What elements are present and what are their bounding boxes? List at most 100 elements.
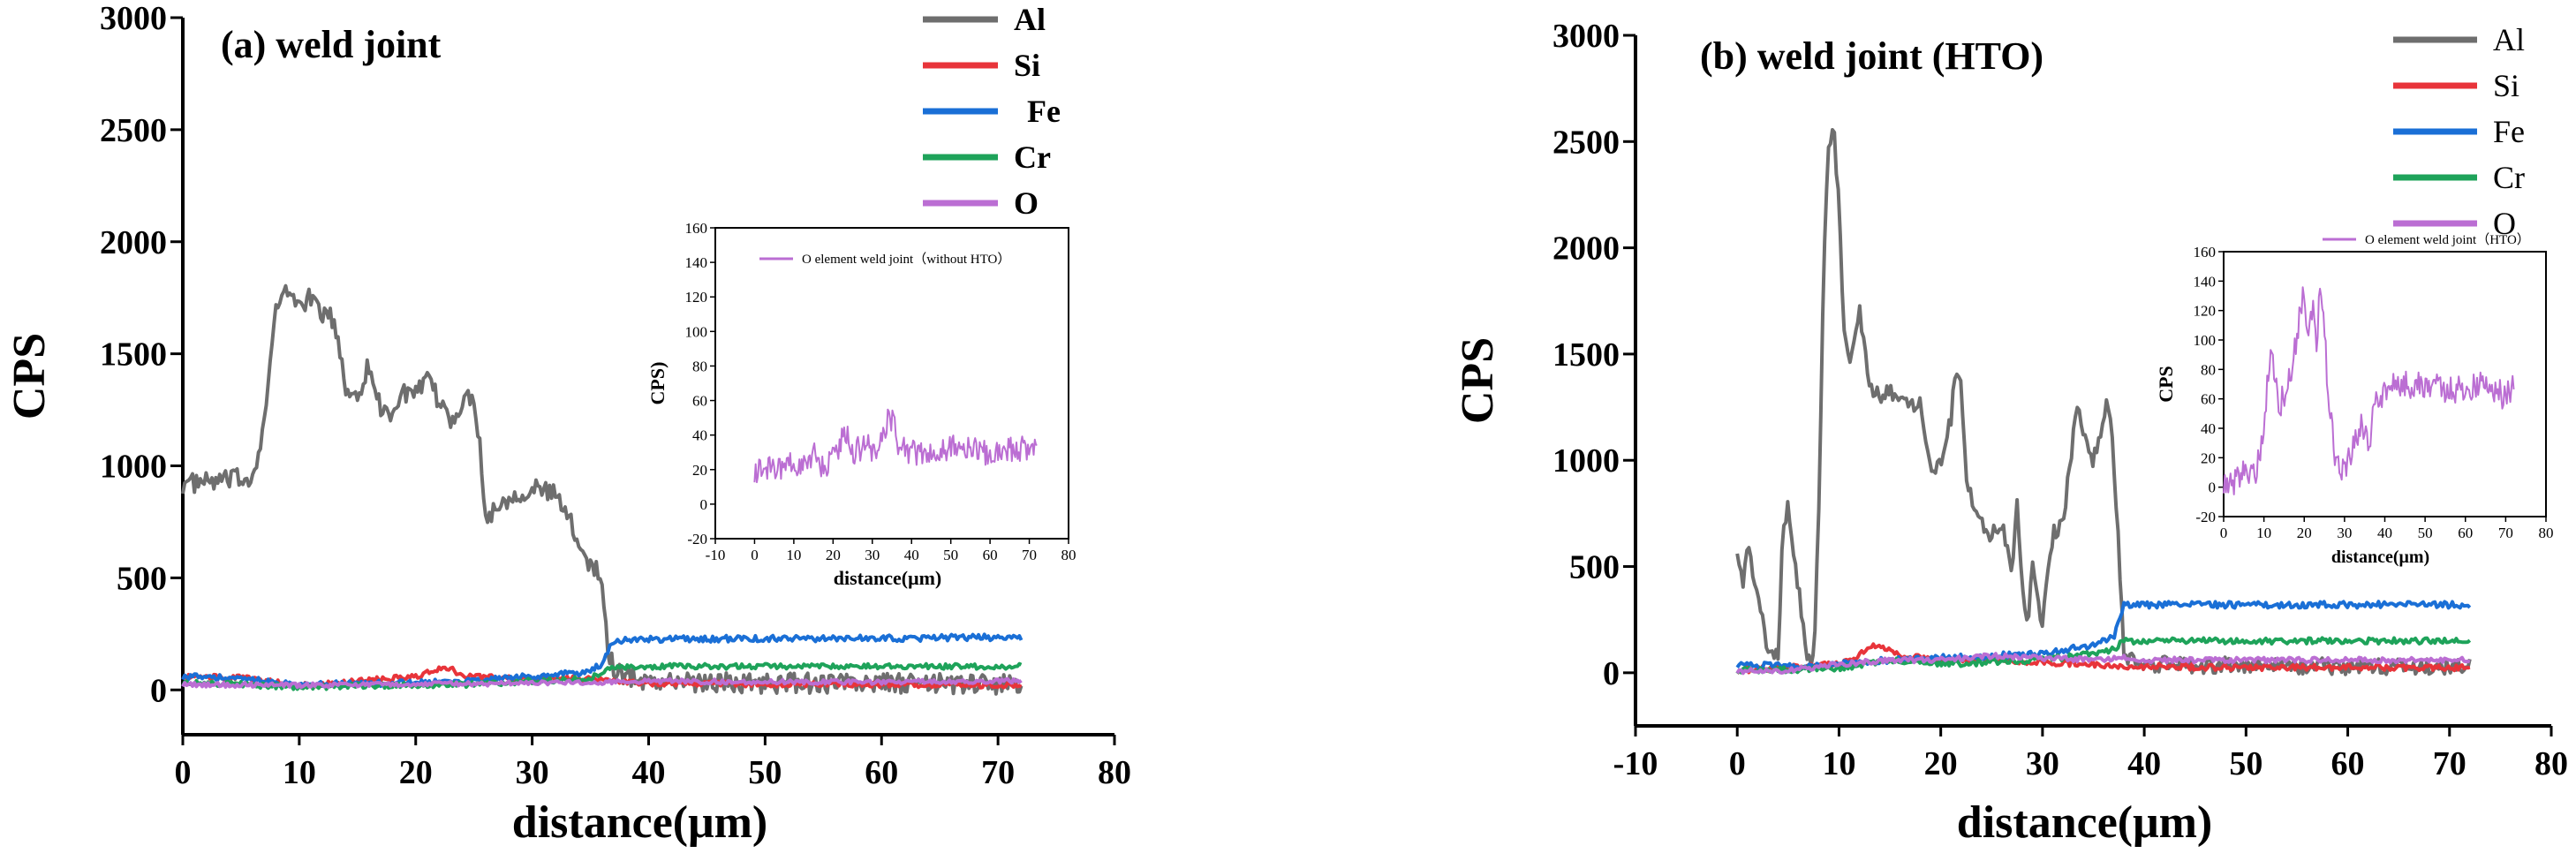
x-tick-label: 80 — [2534, 745, 2568, 782]
y-tick-label: 500 — [117, 560, 167, 597]
inset-y-tick-label: 40 — [2201, 420, 2216, 437]
inset-chart: -20 0 20 40 60 80 100 120 140 160 -10 0 10 20 30 40 50 60… — [646, 220, 1076, 589]
y-tick-label: 500 — [1569, 549, 1620, 586]
x-tick-label: 10 — [1822, 745, 1855, 782]
x-tick-label: 40 — [632, 754, 666, 791]
inset-x-tick-label: 30 — [2337, 525, 2352, 541]
inset-y-tick-label: 100 — [685, 323, 708, 340]
legend-label: Fe — [1027, 94, 1061, 129]
inset-series-line — [2223, 286, 2515, 495]
x-tick-label: 60 — [865, 754, 898, 791]
series-line-al — [181, 283, 1024, 696]
inset-y-tick-label: 0 — [2209, 480, 2217, 496]
x-axis-title: distance(μm) — [512, 797, 767, 848]
inset-x-tick-label: 30 — [865, 547, 880, 563]
x-tick-label: 80 — [1098, 754, 1131, 791]
x-tick-label: 50 — [748, 754, 782, 791]
y-tick-label: 1500 — [1552, 336, 1620, 374]
inset-x-tick-label: 60 — [983, 547, 998, 563]
series-line-o — [1735, 652, 2471, 676]
legend-label: Al — [2493, 22, 2525, 57]
inset-y-axis-title: CPS — [2155, 366, 2177, 403]
inset-x-tick-label: 60 — [2458, 525, 2473, 541]
inset-legend-label: O element weld joint（without HTO） — [802, 252, 1010, 267]
inset-x-axis-title: distance(μm) — [2331, 548, 2429, 567]
inset-legend-label: O element weld joint（HTO） — [2365, 232, 2530, 247]
x-tick-label: 0 — [1729, 745, 1746, 782]
legend-label: O — [1014, 185, 1039, 221]
legend-label: O — [2493, 206, 2516, 241]
legend-label: Fe — [2493, 114, 2525, 149]
y-tick-label: 2500 — [1552, 124, 1620, 161]
inset-frame — [714, 227, 1069, 540]
x-tick-label: 60 — [2331, 745, 2365, 782]
inset-y-tick-label: 160 — [2194, 244, 2217, 261]
inset-x-tick-label: 10 — [2256, 525, 2271, 541]
inset-x-tick-label: 20 — [2297, 525, 2312, 541]
inset-x-tick-label: 50 — [2418, 525, 2433, 541]
y-tick-label: 1000 — [100, 449, 167, 486]
inset-series-line — [753, 408, 1038, 484]
series-line-al — [1735, 128, 2472, 676]
legend-label: Cr — [1014, 140, 1051, 175]
inset-y-tick-label: 140 — [685, 254, 708, 271]
inset-y-tick-label: 120 — [685, 289, 708, 306]
y-tick-label: 1000 — [1552, 442, 1620, 480]
legend-label: Si — [2493, 68, 2519, 103]
x-tick-label: 30 — [2026, 745, 2059, 782]
inset-y-tick-label: 100 — [2194, 332, 2217, 349]
legend-label: Cr — [2493, 160, 2525, 195]
y-tick-label: 1500 — [100, 336, 167, 374]
panel-title: (a) weld joint — [221, 23, 442, 66]
inset-x-tick-label: 0 — [2220, 525, 2228, 541]
inset-x-tick-label: 70 — [2498, 525, 2513, 541]
legend-label: Al — [1014, 2, 1046, 37]
inset-y-tick-label: 80 — [2201, 361, 2216, 378]
inset-x-tick-label: 40 — [2377, 525, 2392, 541]
inset-y-tick-label: 20 — [2201, 449, 2216, 466]
y-tick-label: 0 — [150, 672, 167, 709]
x-tick-label: 40 — [2127, 745, 2161, 782]
x-tick-label: 0 — [175, 754, 192, 791]
x-tick-label: 30 — [516, 754, 549, 791]
y-tick-label: 2000 — [1552, 230, 1620, 268]
inset-x-tick-label: 10 — [786, 547, 801, 563]
x-tick-label: 70 — [2433, 745, 2466, 782]
x-tick-label: 20 — [399, 754, 433, 791]
panel-title: (b) weld joint (HTO) — [1700, 34, 2043, 78]
x-tick-label: -10 — [1613, 745, 1658, 782]
inset-y-tick-label: 40 — [692, 427, 707, 444]
inset-x-tick-label: 80 — [2539, 525, 2554, 541]
x-tick-label: 10 — [283, 754, 316, 791]
legend-label: Si — [1014, 48, 1040, 83]
inset-x-tick-label: 80 — [1061, 547, 1076, 563]
inset-x-tick-label: 50 — [943, 547, 958, 563]
inset-x-tick-label: 20 — [826, 547, 841, 563]
x-tick-label: 50 — [2229, 745, 2262, 782]
series-line-o — [181, 676, 1023, 690]
y-axis-title: CPS — [4, 333, 55, 419]
inset-y-tick-label: -20 — [687, 531, 707, 548]
inset-x-tick-label: 70 — [1022, 547, 1037, 563]
inset-y-tick-label: 160 — [685, 220, 708, 237]
y-tick-label: 2000 — [100, 224, 167, 261]
inset-x-tick-label: 0 — [751, 547, 759, 563]
inset-y-tick-label: 60 — [692, 393, 707, 410]
inset-y-tick-label: -20 — [2195, 509, 2216, 525]
x-axis-title: distance(μm) — [1957, 797, 2212, 848]
inset-y-tick-label: 140 — [2194, 273, 2217, 290]
x-tick-label: 20 — [1924, 745, 1958, 782]
y-tick-label: 3000 — [1552, 18, 1620, 55]
series-line-cr — [1735, 636, 2472, 675]
inset-x-axis-title: distance(μm) — [834, 567, 941, 589]
inset-x-tick-label: -10 — [706, 547, 726, 563]
inset-y-axis-title: CPS) — [646, 362, 669, 405]
x-tick-label: 70 — [981, 754, 1015, 791]
y-tick-label: 2500 — [100, 112, 167, 149]
inset-y-tick-label: 80 — [692, 358, 707, 374]
inset-y-tick-label: 20 — [692, 462, 707, 479]
